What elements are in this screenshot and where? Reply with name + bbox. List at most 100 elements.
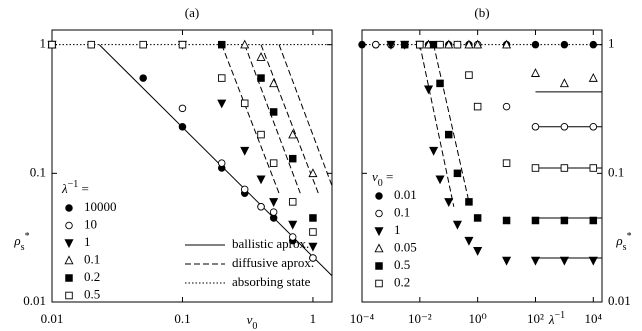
legend-title: λ−1 =	[61, 179, 89, 196]
marker	[257, 74, 265, 82]
marker	[560, 164, 569, 172]
marker	[473, 39, 483, 49]
legend-marker	[65, 221, 73, 230]
marker	[269, 78, 279, 88]
x-tick-label: 10⁻²	[408, 311, 432, 326]
text-part: v	[372, 169, 378, 184]
marker	[217, 99, 227, 109]
marker	[530, 256, 541, 266]
y-tick-label: 1	[40, 36, 47, 51]
marker	[453, 169, 462, 178]
marker	[269, 108, 278, 116]
text-part: *	[25, 231, 30, 242]
marker	[588, 72, 598, 82]
marker	[48, 40, 56, 49]
text-part: s	[21, 242, 25, 253]
legend-label: diffusive aprox.	[232, 255, 314, 270]
marker	[269, 208, 278, 216]
marker	[139, 74, 147, 82]
marker	[452, 220, 462, 230]
marker	[502, 159, 511, 167]
marker	[502, 256, 512, 266]
legend-label: 0.2	[84, 269, 100, 284]
marker	[464, 39, 474, 49]
marker	[531, 40, 540, 49]
marker	[502, 102, 511, 111]
x-tick-label: 0.01	[41, 311, 64, 326]
text-part: =	[78, 181, 89, 196]
legend-label: 0.5	[84, 286, 100, 301]
marker	[465, 71, 473, 79]
marker	[435, 175, 445, 185]
reference-line	[278, 44, 333, 186]
text-part: ρ	[615, 233, 622, 248]
legend-label: 10	[84, 216, 97, 231]
marker	[217, 159, 226, 167]
marker	[429, 40, 438, 49]
y-tick-label: 0.1	[608, 164, 624, 179]
marker	[473, 102, 482, 111]
marker	[178, 40, 187, 49]
marker	[288, 220, 298, 230]
marker	[416, 40, 424, 49]
marker	[531, 216, 540, 225]
marker	[309, 214, 317, 222]
marker	[559, 256, 569, 266]
x-tick-label: 10⁴	[585, 311, 603, 326]
legend-marker	[375, 262, 383, 270]
marker	[436, 40, 444, 49]
legend-label: 0.1	[394, 204, 410, 219]
marker	[288, 198, 297, 206]
marker	[309, 228, 317, 236]
y-tick-label: 1	[608, 36, 615, 51]
y-tick-label: 0.1	[30, 164, 46, 179]
legend-marker	[65, 291, 73, 300]
marker	[444, 39, 454, 49]
marker	[453, 40, 462, 49]
marker	[308, 242, 318, 252]
legend-label: 0.1	[84, 251, 100, 266]
y-tick-label: 0.01	[23, 293, 46, 308]
legend-title: v0 =	[372, 169, 393, 189]
text-part: *	[627, 231, 632, 242]
text-part: v	[247, 312, 253, 327]
legend-label: ballistic aprox.	[232, 236, 309, 251]
x-tick-label: 10⁰	[469, 311, 487, 326]
legend-label: 10000	[84, 199, 117, 214]
marker	[217, 40, 226, 49]
marker	[473, 214, 482, 222]
legend-label: 0.05	[394, 239, 417, 254]
y-tick-label: 0.01	[608, 293, 631, 308]
legend-label: 0.5	[394, 257, 410, 272]
marker	[257, 130, 265, 139]
marker	[502, 216, 511, 225]
marker	[386, 40, 396, 50]
marker	[560, 123, 569, 131]
marker	[560, 40, 569, 49]
text-part: 0	[378, 178, 383, 189]
marker	[309, 254, 317, 262]
text-part: =	[383, 169, 394, 184]
legend-marker	[375, 279, 383, 288]
marker	[436, 79, 444, 88]
plot-frame	[51, 29, 333, 303]
marker	[531, 164, 540, 172]
marker	[530, 68, 541, 77]
legend-marker	[375, 192, 383, 200]
x-tick-label: 10²	[527, 311, 544, 326]
marker	[444, 130, 453, 139]
marker	[588, 256, 598, 266]
marker	[589, 164, 598, 172]
marker	[531, 123, 540, 131]
marker	[429, 146, 439, 156]
marker	[256, 175, 266, 185]
marker	[257, 202, 265, 211]
marker	[139, 40, 147, 49]
marker	[589, 40, 598, 49]
marker	[423, 85, 434, 95]
marker	[288, 154, 297, 163]
x-tick-label: 1	[310, 311, 317, 326]
y-axis-label: ρs*	[615, 231, 631, 253]
panel-title: (a)	[185, 5, 199, 20]
